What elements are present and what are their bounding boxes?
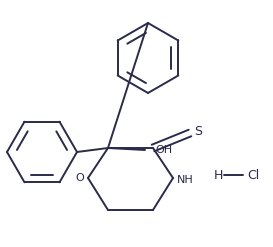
Text: Cl: Cl	[247, 168, 259, 182]
Text: NH: NH	[177, 175, 193, 185]
Text: OH: OH	[155, 145, 172, 155]
Text: H: H	[213, 168, 223, 182]
Text: O: O	[76, 173, 84, 183]
Text: S: S	[194, 124, 202, 138]
